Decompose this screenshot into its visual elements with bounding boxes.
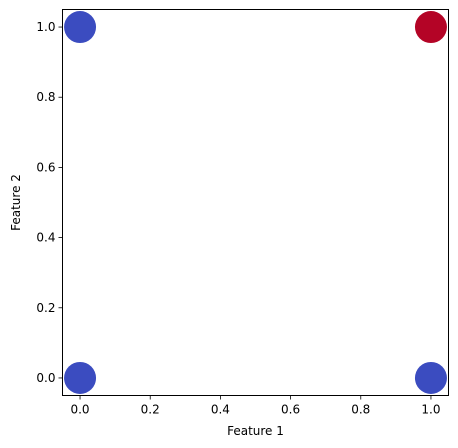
y-axis-label: Feature 2 <box>9 174 23 231</box>
x-tick-label: 0.6 <box>281 403 300 417</box>
data-point <box>64 361 97 394</box>
plot-area <box>62 9 449 396</box>
axes-frame <box>62 9 449 396</box>
axes: 0.0 0.2 0.4 0.6 0.8 1.0 0.0 0.2 0.4 0.6 0.8 1.0 <box>36 9 449 417</box>
y-tick-label: 0.6 <box>36 160 55 174</box>
data-point <box>414 361 447 394</box>
plot-background <box>62 9 449 396</box>
y-tick-label: 0.4 <box>36 231 55 245</box>
x-tick-label: 1.0 <box>421 403 440 417</box>
data-points <box>64 11 447 394</box>
y-tick-label: 1.0 <box>36 20 55 34</box>
x-tick-label: 0.4 <box>211 403 230 417</box>
x-tick-label: 0.2 <box>141 403 160 417</box>
data-point <box>414 11 447 44</box>
x-tick-label: 0.0 <box>70 403 89 417</box>
data-point <box>64 11 97 44</box>
y-tick-label: 0.0 <box>36 371 55 385</box>
y-tick-label: 0.2 <box>36 301 55 315</box>
x-tick-label: 0.8 <box>351 403 370 417</box>
y-tick-label: 0.8 <box>36 90 55 104</box>
x-axis-label: Feature 1 <box>227 424 284 438</box>
axis-labels: Feature 1 Feature 2 <box>9 174 284 438</box>
